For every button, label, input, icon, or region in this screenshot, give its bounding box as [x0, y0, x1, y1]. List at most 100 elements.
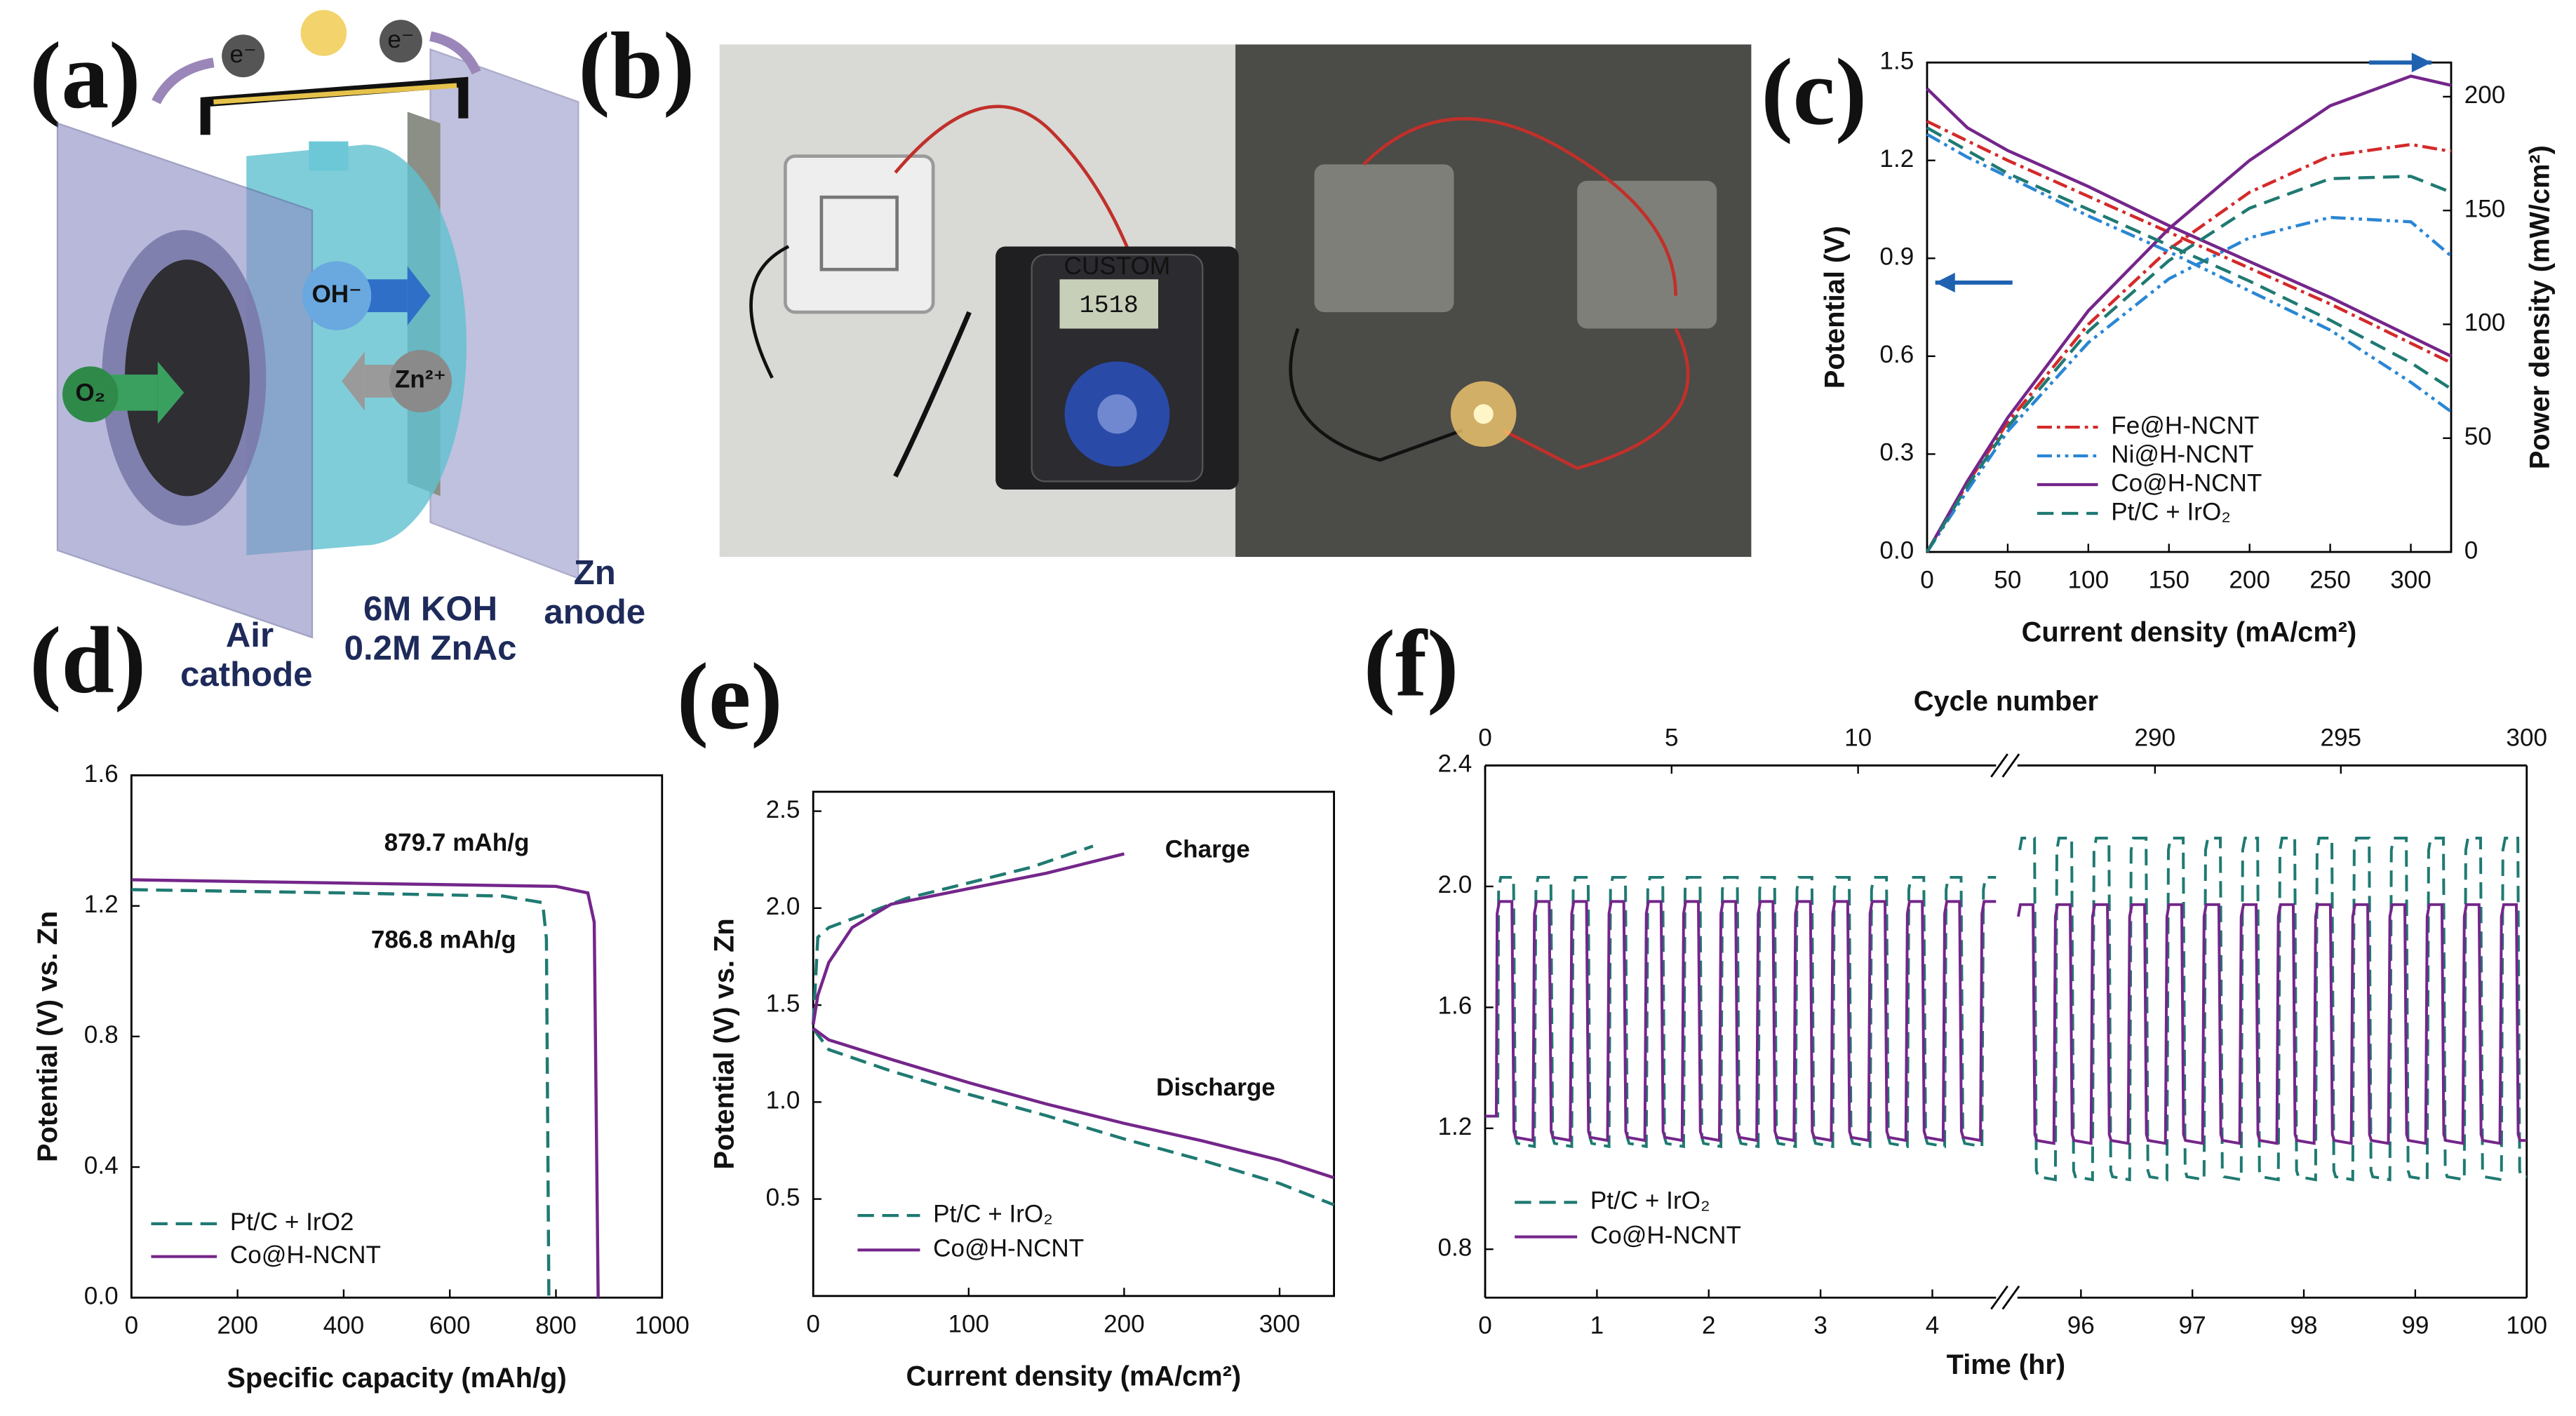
schematic: e⁻ e⁻ O₂ OH⁻ Zn²⁺ Air cathode 6M KOH 0.2… — [56, 10, 645, 694]
photo-shape — [893, 311, 972, 478]
x2-tick-label: 300 — [2506, 724, 2547, 751]
photo: CUSTOM 1518 — [719, 44, 1752, 558]
data-line — [812, 1027, 1335, 1206]
y2-tick-label: 200 — [2464, 81, 2506, 109]
x-tick-label: 200 — [217, 1312, 258, 1340]
schematic-shape — [213, 83, 457, 104]
y-tick-label: 0.8 — [84, 1021, 119, 1048]
annotation: Discharge — [1156, 1074, 1275, 1101]
y-tick-label: 2.0 — [1437, 871, 1472, 898]
schematic-shape — [157, 361, 185, 424]
legend-label: Pt/C + IrO2 — [230, 1208, 354, 1236]
y-tick-label: 1.2 — [1879, 145, 1914, 173]
y-tick-label: 1.2 — [84, 891, 119, 918]
cycling-line — [1485, 900, 1997, 1142]
x-tick-label: 0 — [1920, 566, 1934, 593]
data-line — [1926, 74, 2452, 553]
data-line — [1926, 215, 2453, 553]
x2-tick-label: 0 — [1478, 724, 1492, 751]
photo-shape — [1314, 164, 1454, 313]
photo-shape — [1059, 279, 1158, 329]
photo-shape — [1473, 404, 1494, 424]
photo-shape — [819, 195, 899, 271]
x-tick-label: 250 — [2309, 566, 2351, 593]
y-tick-label: 1.6 — [84, 760, 119, 788]
legend-label: Co@H-NCNT — [1590, 1222, 1741, 1249]
y-axis-label: Potential (V) vs. Zn — [709, 918, 740, 1169]
meter-brand: CUSTOM — [1064, 252, 1171, 280]
photo-shape — [894, 104, 1152, 313]
schematic-shape — [124, 259, 250, 497]
photo-shape — [1362, 117, 1678, 296]
schematic-shape — [389, 349, 452, 412]
anode-label: anode — [544, 593, 645, 631]
schematic-shape — [300, 10, 347, 56]
electron-label: e⁻ — [230, 41, 257, 68]
photo-shape — [784, 154, 935, 314]
cathode-label: Air — [226, 616, 274, 654]
y-tick-label: 1.0 — [766, 1087, 800, 1114]
y-tick-label: 1.5 — [766, 990, 800, 1017]
schematic-shape — [152, 58, 215, 104]
y-axis-label: Potential (V) vs. Zn — [32, 911, 63, 1162]
x-tick-label: 50 — [1994, 566, 2021, 593]
electron-label: e⁻ — [387, 26, 414, 53]
schematic-shape — [407, 266, 431, 325]
axis-break — [2001, 753, 2020, 778]
oxygen-label: O₂ — [75, 379, 105, 406]
legend-label: Fe@H-NCNT — [2111, 412, 2259, 439]
x-tick-label: 400 — [323, 1312, 365, 1340]
y2-tick-label: 50 — [2464, 423, 2492, 450]
y-tick-label: 1.6 — [1437, 992, 1472, 1020]
panel-label: (f) — [1364, 611, 1459, 716]
schematic-shape — [379, 20, 422, 63]
data-line — [1926, 142, 2452, 553]
x-tick-label: 100 — [2068, 566, 2109, 593]
x-tick-label: 300 — [1259, 1310, 1301, 1337]
y-tick-label: 2.5 — [766, 796, 800, 823]
anode-label: Zn — [574, 553, 616, 592]
zinc-ion-label: Zn²⁺ — [395, 366, 446, 393]
axis-arrow-head — [1935, 272, 1955, 293]
y-tick-label: 0.9 — [1879, 243, 1914, 271]
y-tick-label: 0.0 — [1879, 537, 1914, 564]
x-axis-label: Specific capacity (mAh/g) — [227, 1363, 566, 1394]
y-tick-label: 0.8 — [1437, 1234, 1472, 1262]
legend-label: Co@H-NCNT — [2111, 469, 2262, 497]
x2-axis-label: Cycle number — [1914, 686, 2098, 717]
plot-frame — [1926, 61, 2453, 553]
x-axis-label: Time (hr) — [1947, 1349, 2066, 1380]
y-tick-label: 0.3 — [1879, 439, 1914, 466]
x-tick-label: 96 — [2067, 1312, 2095, 1340]
data-line — [1926, 175, 2452, 553]
axis-arrow-head — [2411, 53, 2431, 73]
y-tick-label: 0.6 — [1879, 341, 1914, 368]
x-tick-label: 300 — [2390, 566, 2431, 593]
y-tick-label: 2.4 — [1437, 750, 1472, 778]
x-tick-label: 3 — [1813, 1312, 1827, 1340]
y-tick-label: 1.2 — [1437, 1113, 1472, 1140]
annotation: 786.8 mAh/g — [371, 926, 516, 953]
electrolyte-label: 6M KOH — [363, 589, 497, 628]
data-line — [131, 878, 600, 1298]
photo-shape — [1097, 394, 1137, 434]
legend-label: Pt/C + IrO₂ — [933, 1200, 1053, 1227]
x-tick-label: 1 — [1590, 1312, 1604, 1340]
legend-label: Pt/C + IrO₂ — [2111, 498, 2231, 525]
x-tick-label: 4 — [1926, 1312, 1940, 1340]
x-tick-label: 800 — [535, 1312, 577, 1340]
cycling-line — [2016, 903, 2527, 1145]
hydroxide-label: OH⁻ — [311, 281, 361, 308]
schematic-shape — [342, 351, 365, 411]
data-line — [812, 852, 1125, 1025]
x-tick-label: 200 — [1103, 1310, 1145, 1337]
x-tick-label: 98 — [2290, 1312, 2318, 1340]
x-tick-label: 600 — [429, 1312, 471, 1340]
photo-shape — [1289, 328, 1463, 462]
x-tick-label: 0 — [125, 1312, 139, 1340]
x-tick-label: 0 — [1478, 1312, 1492, 1340]
axis-break — [2001, 1286, 2020, 1310]
x-tick-label: 99 — [2401, 1312, 2429, 1340]
